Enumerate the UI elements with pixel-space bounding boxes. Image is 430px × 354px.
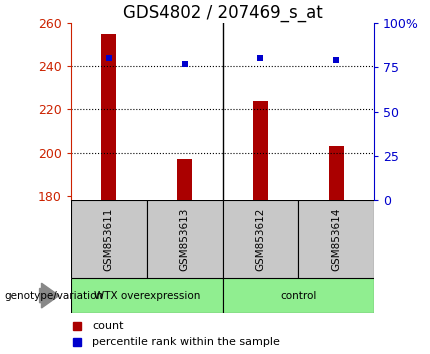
Bar	[329, 146, 344, 200]
Bar	[223, 278, 374, 313]
Bar	[177, 159, 192, 200]
Bar	[101, 34, 117, 200]
Text: count: count	[92, 321, 124, 331]
Bar	[298, 200, 374, 278]
Text: GSM853613: GSM853613	[180, 207, 190, 271]
Text: WTX overexpression: WTX overexpression	[94, 291, 200, 301]
Bar	[253, 101, 268, 200]
Text: genotype/variation: genotype/variation	[4, 291, 104, 301]
Bar	[71, 278, 223, 313]
Text: GSM853611: GSM853611	[104, 207, 114, 271]
Bar	[147, 200, 223, 278]
Text: GSM853612: GSM853612	[255, 207, 265, 271]
Text: GSM853614: GSM853614	[331, 207, 341, 271]
Text: control: control	[280, 291, 316, 301]
Title: GDS4802 / 207469_s_at: GDS4802 / 207469_s_at	[123, 4, 322, 22]
FancyArrow shape	[40, 283, 59, 308]
Bar	[223, 200, 298, 278]
Bar	[71, 200, 147, 278]
Text: percentile rank within the sample: percentile rank within the sample	[92, 337, 280, 347]
